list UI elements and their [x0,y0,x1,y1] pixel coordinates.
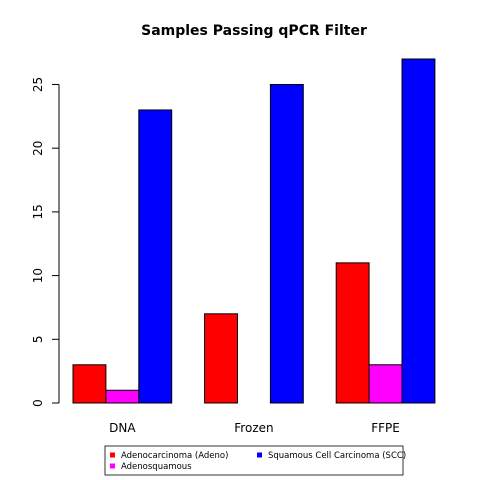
y-tick-label: 0 [31,399,45,407]
y-tick-label: 25 [31,77,45,92]
y-tick-label: 15 [31,204,45,219]
y-tick-label: 20 [31,141,45,156]
chart-title: Samples Passing qPCR Filter [141,23,367,39]
legend-swatch [110,452,115,458]
bar-dna-series-0 [72,364,107,404]
y-axis: 0 5 10 15 20 25 [31,77,60,407]
bar-frozen-series-0 [204,313,239,404]
bar-dna-series-1 [105,389,140,404]
bar-frozen-series-2 [269,83,304,404]
x-axis-labels: DNA Frozen FFPE [109,421,400,435]
bar-dna-series-2 [138,109,173,404]
x-tick-label: FFPE [371,421,400,435]
bar-ffpe-series-2 [401,58,436,404]
x-tick-label: Frozen [234,421,273,435]
bars [72,58,436,404]
y-tick-label: 10 [31,268,45,283]
y-tick-label: 5 [31,335,45,343]
legend-swatch [110,463,115,469]
legend-frame [104,445,404,476]
bar-ffpe-series-0 [335,262,370,404]
legend-label: Adenocarcinoma (Adeno) [121,451,228,461]
legend-label: Adenosquamous [121,462,192,472]
legend-swatch [257,452,262,458]
bar-ffpe-series-1 [368,364,403,404]
x-tick-label: DNA [109,421,136,435]
legend-label: Squamous Cell Carcinoma (SCC) [268,451,406,461]
legend: Adenocarcinoma (Adeno)Adenosquamous Squam… [104,445,406,476]
